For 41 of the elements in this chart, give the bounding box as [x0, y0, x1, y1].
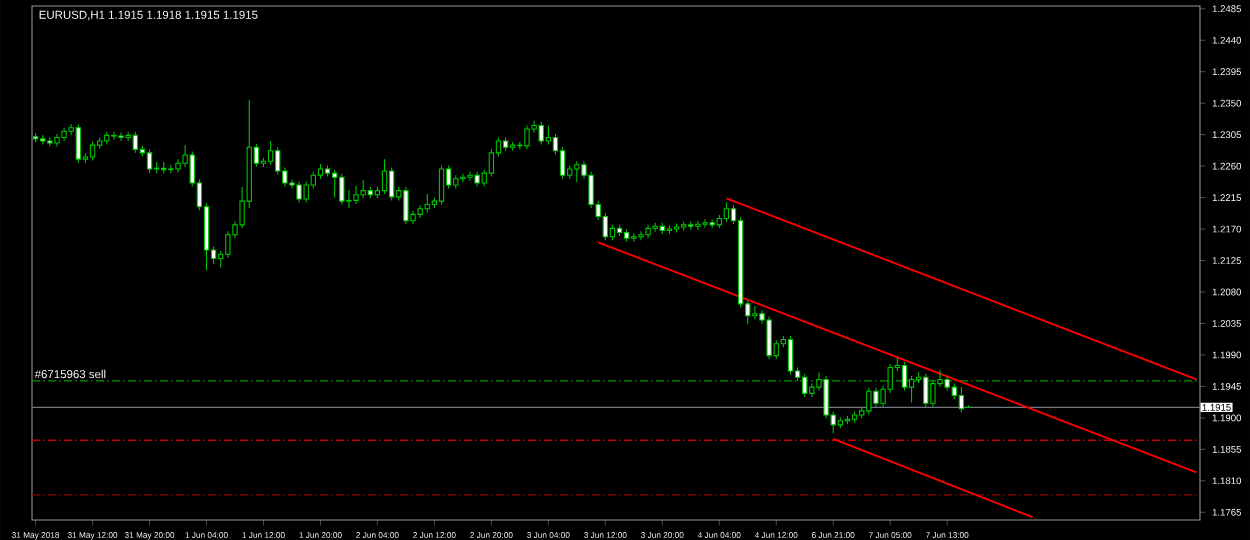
- candlestick: [752, 305, 758, 320]
- candlestick: [787, 335, 794, 376]
- candlestick: [54, 133, 60, 148]
- candlestick: [723, 201, 730, 223]
- candlestick: [488, 148, 495, 178]
- candlestick: [360, 179, 366, 199]
- candlestick: [132, 131, 138, 154]
- candlestick: [168, 164, 174, 174]
- candlestick: [695, 220, 701, 231]
- candlestick: [866, 387, 872, 415]
- candlestick: [602, 212, 608, 241]
- candlestick: [403, 186, 409, 225]
- candlestick: [574, 160, 580, 183]
- candlestick: [460, 173, 466, 183]
- candlestick: [267, 140, 274, 166]
- candlestick: [638, 230, 644, 241]
- candlestick: [702, 218, 708, 229]
- candlestick: [339, 173, 345, 206]
- candlestick: [438, 164, 445, 206]
- candlestick: [89, 141, 96, 162]
- candlestick: [709, 218, 715, 229]
- candlestick: [823, 375, 829, 420]
- candlestick: [958, 386, 965, 413]
- candlestick: [538, 121, 544, 145]
- candlestick: [873, 387, 879, 408]
- candlestick: [332, 169, 338, 199]
- candlestick: [296, 180, 302, 204]
- candlestick: [524, 125, 530, 150]
- candlestick: [901, 361, 908, 392]
- candlestick: [766, 315, 772, 360]
- candlestick: [923, 373, 929, 408]
- candlestick: [467, 171, 473, 182]
- candlestick: [75, 123, 81, 164]
- candlestick: [424, 193, 430, 213]
- candlestick: [146, 148, 153, 173]
- candlestick: [545, 125, 552, 145]
- candlestick: [353, 185, 359, 205]
- candlestick: [303, 180, 309, 204]
- candlestick: [389, 167, 395, 201]
- candlestick: [802, 373, 808, 398]
- candlestick: [381, 158, 388, 195]
